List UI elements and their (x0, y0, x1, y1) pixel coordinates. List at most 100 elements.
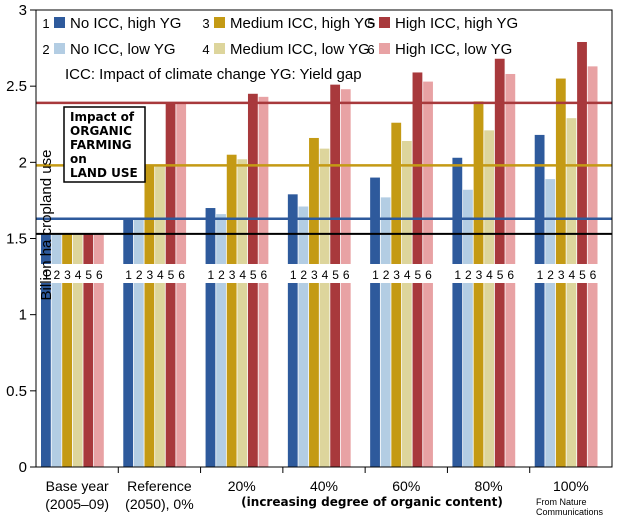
bar-number-label: 1 (43, 268, 50, 282)
y-axis-label: Billion ha cropland use (38, 150, 55, 301)
bar-number-label: 4 (404, 268, 411, 282)
x-tick-label: Base year (46, 478, 109, 494)
bar-2-cat-3 (216, 214, 226, 467)
bar-3-cat-5 (391, 122, 402, 467)
bar-3-cat-4 (309, 137, 319, 467)
bar-number-label: 2 (54, 268, 61, 282)
bar-1-cat-2 (123, 218, 134, 467)
bar-number-label: 3 (311, 268, 318, 282)
legend-number: 6 (367, 42, 374, 57)
bar-number-strip (40, 264, 106, 283)
bar-number-strip (533, 264, 599, 283)
bar-2-cat-1 (51, 233, 62, 467)
bar-6-cat-1 (94, 233, 104, 467)
y-tick-label: 2.5 (6, 78, 27, 95)
x-axis-caption: (increasing degree of organic content) (241, 495, 503, 509)
bar-4-cat-1 (72, 233, 83, 467)
bar-number-label: 2 (218, 268, 225, 282)
bar-number-strip (451, 264, 517, 283)
bar-number-label: 4 (239, 268, 246, 282)
bar-number-label: 2 (383, 268, 390, 282)
annotation-line: ORGANIC (70, 124, 132, 138)
annotation-line: FARMING (70, 138, 132, 152)
bar-number-label: 1 (290, 268, 297, 282)
legend-swatch-2 (54, 43, 65, 54)
bar-number-label: 4 (322, 268, 329, 282)
bar-2-cat-6 (463, 189, 473, 467)
bar-number-strip (369, 264, 435, 283)
legend-swatch-5 (379, 17, 390, 28)
bar-5-cat-2 (165, 102, 176, 467)
legend-label-5: High ICC, high YG (395, 15, 518, 32)
bar-number-label: 2 (136, 268, 143, 282)
legend-number: 3 (202, 16, 209, 31)
annotation-line: Impact of (70, 110, 135, 124)
y-tick-label: 0.5 (6, 383, 27, 400)
legend-swatch-4 (214, 43, 225, 54)
y-tick-label: 2 (19, 154, 27, 171)
x-tick-label: 80% (475, 478, 503, 494)
bar-3-cat-3 (226, 154, 237, 467)
bar-4-cat-3 (237, 159, 248, 467)
bar-number-label: 3 (393, 268, 400, 282)
bar-1-cat-6 (452, 157, 463, 467)
bar-number-label: 4 (75, 268, 82, 282)
bar-2-cat-7 (545, 179, 556, 467)
legend-label-1: No ICC, high YG (70, 15, 181, 32)
bar-number-label: 2 (547, 268, 554, 282)
bar-number-label: 4 (486, 268, 493, 282)
bar-number-label: 2 (465, 268, 472, 282)
bar-4-cat-6 (484, 130, 495, 468)
annotation-box (63, 106, 146, 183)
legend-label-2: No ICC, low YG (70, 41, 176, 58)
y-tick-label: 1.5 (6, 231, 27, 248)
bar-number-label: 1 (125, 268, 132, 282)
x-tick-label: 60% (392, 478, 420, 494)
bar-number-label: 6 (425, 268, 432, 282)
bar-number-label: 5 (85, 268, 92, 282)
annotation-line: on (70, 152, 87, 166)
bar-number-label: 1 (537, 268, 544, 282)
bar-number-strip (204, 264, 270, 283)
bar-1-cat-5 (370, 177, 380, 468)
bar-number-label: 3 (146, 268, 153, 282)
bar-number-label: 5 (250, 268, 257, 282)
bar-number-label: 5 (497, 268, 504, 282)
x-tick-label: Reference (127, 478, 192, 494)
legend-number: 1 (42, 16, 49, 31)
bar-1-cat-3 (205, 208, 216, 468)
bar-2-cat-4 (298, 206, 309, 467)
bar-number-label: 5 (332, 268, 339, 282)
bar-3-cat-1 (62, 233, 72, 467)
bar-1-cat-1 (41, 233, 51, 467)
bar-number-label: 5 (168, 268, 175, 282)
bar-number-label: 5 (414, 268, 421, 282)
x-tick-label: 40% (310, 478, 338, 494)
bar-number-label: 3 (64, 268, 71, 282)
x-tick-label: 100% (553, 478, 589, 494)
bar-number-label: 3 (558, 268, 565, 282)
y-tick-label: 1 (19, 307, 27, 324)
bar-number-label: 5 (579, 268, 586, 282)
legend-label-6: High ICC, low YG (395, 41, 512, 58)
legend-label-3: Medium ICC, high YG (230, 15, 376, 32)
bar-number-strip (122, 264, 188, 283)
bar-number-label: 6 (343, 268, 350, 282)
bar-number-label: 6 (507, 268, 514, 282)
bar-number-label: 1 (208, 268, 215, 282)
legend-swatch-3 (214, 17, 225, 28)
x-tick-label: (2005–09) (45, 496, 109, 512)
bar-number-label: 6 (96, 268, 103, 282)
bar-number-strip (286, 264, 352, 283)
bar-number-label: 3 (476, 268, 483, 282)
x-tick-label: 20% (228, 478, 256, 494)
y-tick-label: 0 (19, 459, 27, 476)
bar-5-cat-7 (577, 41, 587, 468)
bar-2-cat-5 (380, 197, 391, 467)
legend-swatch-6 (379, 43, 390, 54)
legend-number: 4 (202, 42, 209, 57)
legend-number: 2 (42, 42, 49, 57)
bar-number-label: 6 (261, 268, 268, 282)
